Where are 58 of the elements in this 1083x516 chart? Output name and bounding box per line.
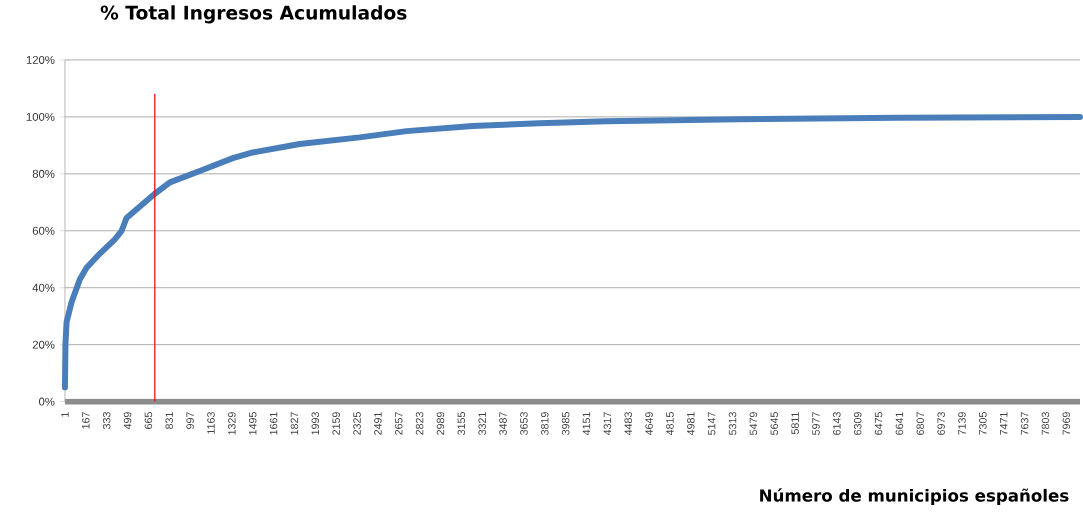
x-tick-label: 3155: [457, 412, 466, 436]
x-tick-label: 6641: [895, 412, 904, 436]
x-tick-label: 2989: [436, 412, 445, 436]
x-tick-label: 5147: [707, 412, 716, 436]
x-tick-label: 4151: [582, 412, 591, 436]
y-tick-label: 0%: [38, 397, 55, 406]
x-tick-label: 2823: [415, 412, 424, 436]
x-tick-label: 4649: [645, 412, 653, 436]
chart-title: % Total Ingresos Acumulados: [100, 5, 407, 24]
x-tick-label: 6309: [853, 412, 862, 436]
x-tick-label: 2325: [353, 412, 361, 436]
x-tick-label: 4317: [603, 412, 612, 436]
y-tick-label: 20%: [32, 340, 55, 349]
x-tick-label: 6973: [937, 412, 945, 436]
x-tick-label: 7637: [1020, 412, 1029, 436]
x-tick-label: 5811: [791, 412, 799, 435]
x-tick-label: 1661: [269, 412, 278, 435]
x-tick-label: 7139: [958, 412, 966, 436]
y-tick-label: 120%: [26, 56, 55, 65]
x-tick-label: 997: [186, 412, 194, 430]
x-tick-label: 6807: [916, 412, 925, 436]
x-tick-label: 5977: [812, 412, 820, 436]
x-tick-label: 7471: [1000, 412, 1008, 436]
x-tick-label: 7305: [979, 412, 987, 436]
x-tick-label: 2159: [332, 412, 340, 436]
x-tick-label: 3321: [478, 412, 486, 436]
x-tick-label: 2491: [374, 412, 382, 436]
x-tick-label: 3985: [561, 412, 570, 436]
x-tick-label: 5645: [770, 412, 779, 436]
x-tick-label: 3819: [541, 412, 549, 436]
x-tick-label: 4483: [624, 412, 632, 436]
x-tick-label: 3487: [499, 412, 507, 436]
x-tick-label: 5313: [728, 412, 737, 436]
x-tick-label: 499: [123, 412, 132, 430]
y-tick-label: 40%: [32, 283, 55, 292]
x-tick-label: 1: [61, 412, 69, 417]
x-tick-label: 1329: [228, 412, 236, 435]
x-tick-label: 4981: [687, 412, 695, 436]
x-tick-label: 5479: [749, 412, 758, 436]
x-tick-label: 3653: [520, 412, 528, 436]
x-tick-label: 1993: [311, 412, 320, 435]
x-tick-label: 333: [102, 412, 111, 430]
x-tick-label: 6143: [833, 412, 841, 436]
y-tick-label: 80%: [32, 170, 55, 179]
x-tick-label: 1163: [207, 412, 215, 434]
x-tick-label: 167: [82, 412, 90, 429]
y-tick-label: 100%: [26, 113, 55, 122]
y-tick-label: 60%: [32, 227, 55, 236]
x-tick-label: 665: [144, 412, 153, 430]
x-axis-title: Número de municipios españoles: [760, 488, 1069, 506]
x-tick-label: 7969: [1062, 412, 1071, 436]
x-tick-label: 831: [165, 412, 174, 430]
x-tick-label: 4815: [666, 412, 674, 436]
x-tick-label: 1827: [290, 412, 299, 435]
x-tick-label: 1495: [248, 412, 257, 435]
x-tick-label: 7803: [1041, 412, 1050, 436]
x-tick-label: 6475: [874, 412, 883, 436]
x-tick-label: 2657: [394, 412, 403, 436]
